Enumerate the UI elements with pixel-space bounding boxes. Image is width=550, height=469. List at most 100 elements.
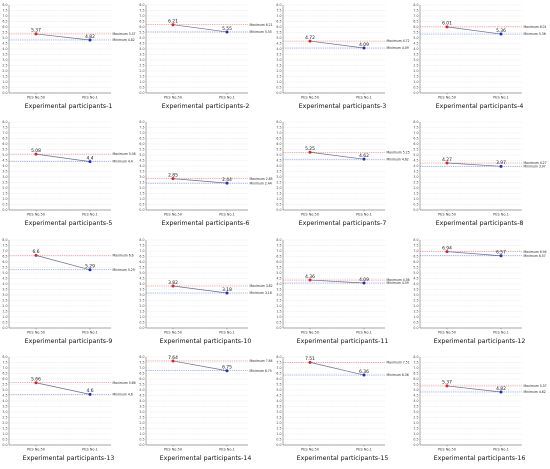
y-tick-label: 8.0 (413, 3, 418, 7)
max-annotation: Maximum 5.66 (113, 381, 136, 385)
data-label: 5.36 (496, 28, 506, 34)
x-tick-label: PES No.1 (493, 331, 509, 335)
data-label: 5.55 (222, 26, 232, 32)
y-tick-label: 1.5 (139, 310, 144, 314)
y-tick-label: 1.5 (413, 427, 418, 431)
y-tick-label: 3.5 (413, 170, 418, 174)
chart-panel-13: 0.0 0.5 1.0 1.5 2.0 2.5 3.0 3.5 4.0 4.5 5.0 5.5 6.0 6… (0, 352, 137, 469)
y-tick-label: 7.0 (2, 366, 7, 370)
x-tick-label: PES No.1 (493, 448, 509, 452)
data-label: 6.75 (222, 365, 232, 371)
y-tick-label: 0.5 (276, 86, 281, 90)
data-label: 2.85 (168, 172, 178, 178)
y-tick-label: 6.5 (139, 137, 144, 141)
y-tick-label: 1.0 (139, 197, 144, 201)
chart-panel-6: 0.0 0.5 1.0 1.5 2.0 2.5 3.0 3.5 4.0 4.5 5.0 5.5 6.0 6… (137, 117, 274, 234)
y-tick-label: 1.5 (2, 75, 7, 79)
series-line (446, 251, 502, 257)
max-annotation: Maximum 6.6 (113, 254, 134, 258)
y-tick-label: 5.5 (2, 383, 7, 387)
max-annotation: Maximum 6.94 (524, 250, 547, 254)
data-label: 7.51 (305, 356, 315, 362)
y-tick-label: 3.5 (2, 170, 7, 174)
y-tick-label: 4.5 (2, 42, 7, 46)
max-annotation: Maximum 7.51 (387, 360, 410, 364)
y-tick-label: 2.0 (2, 304, 7, 308)
data-point (499, 32, 503, 36)
min-annotation: Minimum 6.75 (250, 369, 272, 373)
data-label: 4.82 (496, 386, 506, 392)
y-tick-label: 3.0 (276, 58, 281, 62)
y-tick-label: 8.0 (139, 238, 144, 242)
data-label: 4.4 (87, 155, 94, 161)
y-tick-label: 2.0 (276, 186, 281, 190)
x-tick-label: PES No.50 (164, 448, 182, 452)
y-tick-label: 6.0 (2, 25, 7, 29)
y-tick-label: 1.5 (276, 75, 281, 79)
x-tick-label: PES No.50 (164, 213, 182, 217)
y-tick-label: 4.0 (276, 399, 281, 403)
chart-title: Experimental participants-10 (159, 338, 252, 345)
chart-svg: 0.00.5 1.01.5 2.02.5 3.03.5 4.04.5 5.05.5 6.06… (413, 355, 546, 452)
chart-title: Experimental participants-8 (435, 220, 524, 227)
y-tick-label: 7.0 (413, 366, 418, 370)
data-label: 6.94 (442, 245, 452, 251)
min-annotation: Minimum 4.62 (387, 157, 409, 161)
chart-panel-12: 0.0 0.5 1.0 1.5 2.0 2.5 3.0 3.5 4.0 4.5 5.0 5.5 6.0 6… (411, 235, 548, 352)
x-tick-label: PES No.1 (356, 331, 372, 335)
chart-title: Experimental participants-5 (24, 220, 113, 227)
y-tick-label: 2.0 (276, 304, 281, 308)
chart-svg: 0.00.5 1.01.5 2.02.5 3.03.5 4.04.5 5.05.5 6.06… (2, 120, 136, 216)
min-annotation: Minimum 6.57 (524, 254, 546, 258)
y-tick-label: 7.5 (413, 126, 418, 130)
y-tick-label: 5.0 (2, 388, 7, 392)
data-label: 5.66 (31, 377, 41, 383)
max-annotation: Maximum 5.08 (113, 152, 136, 156)
chart-svg: 0.00.5 1.01.5 2.02.5 3.03.5 4.04.5 5.05.5 6.06… (276, 120, 410, 216)
y-tick-label: 4.5 (413, 277, 418, 281)
data-point (88, 268, 92, 272)
max-annotation: Maximum 6.21 (250, 23, 273, 27)
y-tick-label: 0.0 (413, 91, 418, 95)
y-tick-label: 0.0 (139, 91, 144, 95)
y-tick-label: 0.0 (2, 91, 7, 95)
y-tick-label: 7.5 (276, 244, 281, 248)
y-tick-label: 2.0 (413, 186, 418, 190)
y-tick-label: 7.0 (276, 131, 281, 135)
data-label: 4.62 (359, 153, 369, 159)
data-label: 4.82 (85, 34, 95, 40)
x-tick-label: PES No.1 (493, 213, 509, 217)
y-tick-label: 2.0 (276, 421, 281, 425)
y-tick-label: 3.5 (276, 53, 281, 57)
y-tick-label: 8.0 (2, 238, 7, 242)
x-tick-label: PES No.1 (493, 96, 509, 100)
y-tick-label: 8.0 (413, 238, 418, 242)
chart-title: Experimental participants-2 (161, 103, 250, 110)
y-tick-label: 2.0 (139, 421, 144, 425)
chart-svg: 0.00.5 1.01.5 2.02.5 3.03.5 4.04.5 5.05.5 6.06… (139, 120, 272, 217)
chart-panel-4: 0.0 0.5 1.0 1.5 2.0 2.5 3.0 3.5 4.0 4.5 5.0 5.5 6.0 6… (411, 0, 548, 117)
chart-svg: 0.00.5 1.01.5 2.02.5 3.03.5 4.04.5 5.05.5 6.06… (413, 120, 546, 217)
y-tick-label: 2.0 (413, 304, 418, 308)
y-tick-label: 4.0 (2, 47, 7, 51)
data-label: 6.36 (359, 369, 369, 375)
y-tick-label: 6.5 (2, 372, 7, 376)
y-tick-label: 7.0 (139, 131, 144, 135)
y-tick-label: 7.0 (139, 249, 144, 253)
y-tick-label: 2.0 (413, 69, 418, 73)
max-annotation: Maximum 5.25 (387, 150, 410, 154)
y-tick-label: 8.0 (139, 120, 144, 124)
y-tick-label: 7.0 (139, 14, 144, 18)
y-tick-label: 4.0 (413, 282, 418, 286)
series-line (35, 153, 91, 162)
y-tick-label: 7.5 (2, 361, 7, 365)
y-tick-label: 0.0 (2, 443, 7, 447)
data-point (88, 160, 92, 164)
y-tick-label: 8.0 (2, 355, 7, 359)
data-point (34, 253, 38, 257)
y-tick-label: 7.5 (139, 9, 144, 13)
y-tick-label: 4.5 (2, 159, 7, 163)
y-tick-label: 7.0 (2, 131, 7, 135)
data-label: 4.27 (442, 157, 452, 163)
y-tick-label: 8.0 (276, 120, 281, 124)
